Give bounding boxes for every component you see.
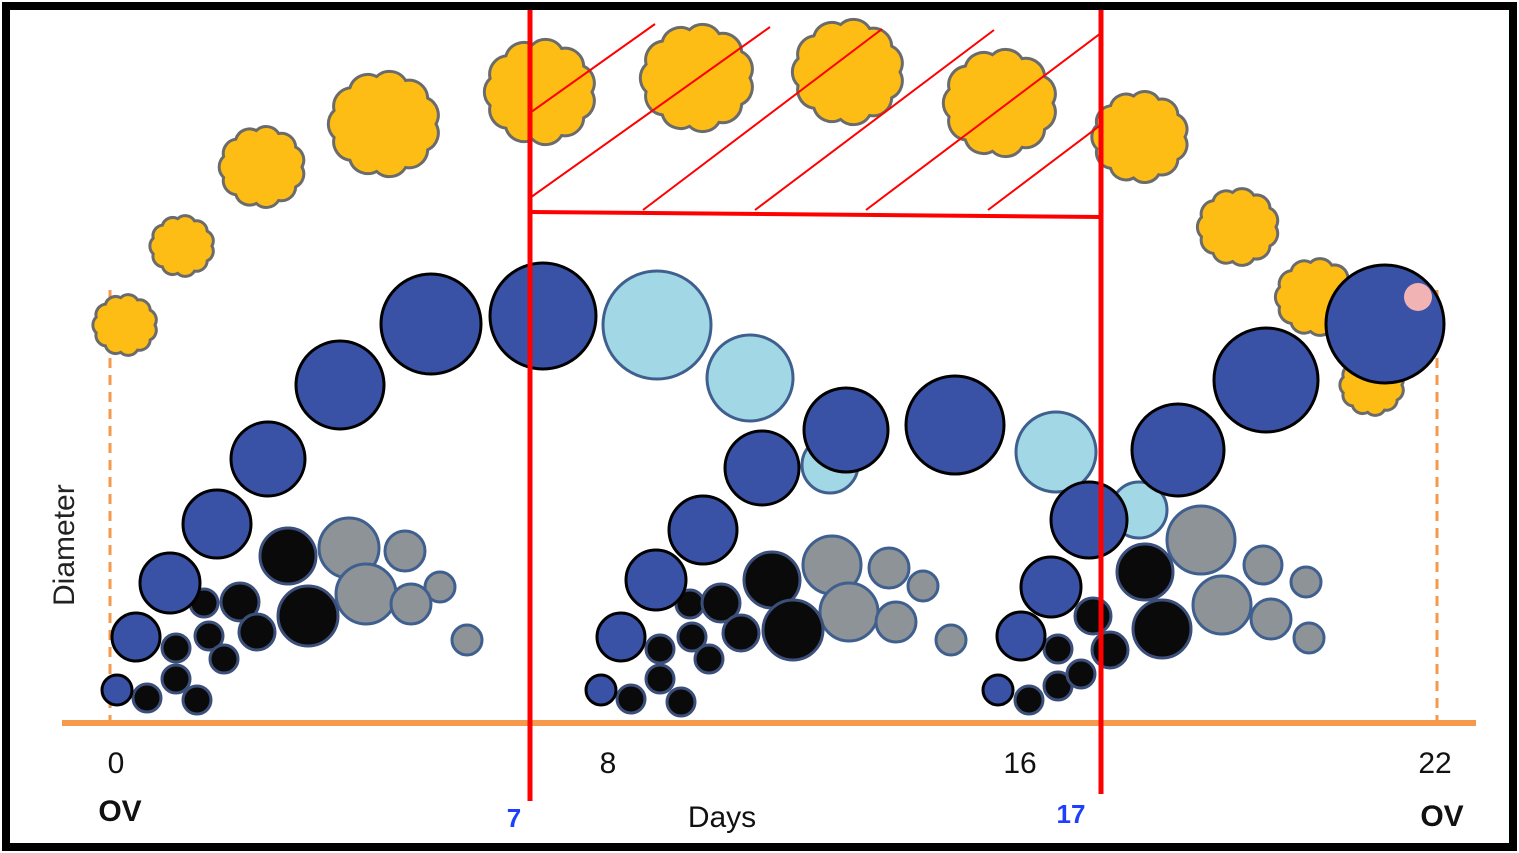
dominant-follicle xyxy=(138,551,202,615)
window-end-label: 17 xyxy=(1057,799,1086,829)
corpus-luteum-cloud xyxy=(148,214,215,278)
follicle-layer xyxy=(100,261,1446,718)
tick-label-day-22: 22 xyxy=(1418,747,1451,780)
regressing-follicle xyxy=(818,581,880,643)
corpus-luteum-cloud xyxy=(1195,187,1280,267)
dominant-follicle xyxy=(904,374,1006,476)
corpus-luteum-cloud xyxy=(326,69,440,179)
regressing-follicle xyxy=(1292,621,1326,655)
small-follicle xyxy=(676,621,708,653)
dominant-follicle xyxy=(723,429,801,507)
regressing-follicle xyxy=(450,623,484,657)
small-follicle xyxy=(237,612,277,652)
dominant-follicle xyxy=(1049,480,1129,560)
small-follicle xyxy=(181,684,213,716)
ovulation-label-end: OV xyxy=(1420,800,1463,833)
small-follicle xyxy=(208,643,240,675)
small-follicle xyxy=(1042,633,1074,665)
regressing-follicle xyxy=(383,529,427,573)
regressing-follicle xyxy=(1242,544,1284,586)
small-follicle xyxy=(1090,630,1130,670)
tick-label-day-0: 0 xyxy=(108,747,125,780)
dominant-follicle xyxy=(667,494,739,566)
small-follicle xyxy=(219,581,261,623)
corpus-luteum-cloud xyxy=(638,22,754,134)
corpus-luteum-cloud xyxy=(91,293,158,357)
corpus-luteum-cloud xyxy=(217,125,306,209)
dominant-follicle xyxy=(1212,326,1320,434)
regressing-follicle xyxy=(1249,597,1293,641)
small-follicle xyxy=(276,584,340,648)
small-follicle xyxy=(258,526,318,586)
small-follicle xyxy=(700,582,742,624)
regressing-follicle xyxy=(867,546,911,590)
small-follicle xyxy=(693,643,725,675)
small-follicle xyxy=(131,682,163,714)
small-follicle xyxy=(160,632,192,664)
atretic-follicle xyxy=(705,333,795,423)
hatch-pattern xyxy=(530,23,1101,211)
dominant-follicle xyxy=(595,611,647,663)
y-axis-label: Diameter xyxy=(48,484,81,606)
corpus-luteum-cloud xyxy=(790,17,904,127)
dominant-follicle xyxy=(802,386,890,474)
dominant-follicle xyxy=(379,272,483,376)
dominant-follicle xyxy=(181,488,253,560)
small-follicle xyxy=(1065,658,1097,690)
window-start-label: 7 xyxy=(507,803,521,833)
regressing-follicle xyxy=(906,569,940,603)
ovulation-spot xyxy=(1404,283,1432,311)
regressing-follicle xyxy=(934,623,968,657)
dominant-follicle xyxy=(1130,402,1226,498)
small-follicle xyxy=(1073,596,1113,636)
dominant-follicle xyxy=(110,611,162,663)
small-follicle xyxy=(761,598,825,662)
regressing-follicle xyxy=(334,562,398,626)
regressing-follicle xyxy=(1191,574,1253,636)
small-follicle xyxy=(160,663,192,695)
dominant-follicle xyxy=(1019,555,1083,619)
small-follicle xyxy=(1131,598,1193,660)
small-follicle xyxy=(193,620,225,652)
small-follicle xyxy=(644,633,676,665)
regressing-follicle xyxy=(1289,565,1323,599)
corpus-luteum-layer xyxy=(91,17,1405,417)
regressing-follicle xyxy=(423,570,457,604)
small-follicle xyxy=(665,686,697,718)
tick-label-day-16: 16 xyxy=(1003,747,1036,780)
window-bottom-line xyxy=(529,210,1102,219)
corpus-luteum-cloud xyxy=(482,37,596,147)
regressing-follicle xyxy=(874,600,918,644)
dominant-follicle xyxy=(624,548,688,612)
x-axis-label: Days xyxy=(688,801,756,834)
tick-label-day-8: 8 xyxy=(600,747,617,780)
atretic-follicle xyxy=(1014,410,1098,494)
ovulation-label-start: OV xyxy=(98,795,141,828)
dominant-follicle xyxy=(1324,263,1446,385)
small-follicle xyxy=(1115,542,1175,602)
regressing-follicle xyxy=(1165,504,1237,576)
atretic-follicle xyxy=(601,269,713,381)
small-follicle xyxy=(1013,684,1045,716)
dominant-follicle xyxy=(100,673,134,707)
dominant-follicle xyxy=(229,420,307,498)
small-follicle xyxy=(615,683,647,715)
small-follicle xyxy=(721,613,761,653)
small-follicle xyxy=(644,663,676,695)
dominant-follicle xyxy=(981,673,1015,707)
regressing-follicle xyxy=(389,582,433,626)
dominant-follicle xyxy=(995,610,1047,662)
dominant-follicle xyxy=(294,339,386,431)
dominant-follicle xyxy=(488,261,598,371)
dominant-follicle xyxy=(584,673,618,707)
corpus-luteum-cloud xyxy=(1090,89,1189,185)
